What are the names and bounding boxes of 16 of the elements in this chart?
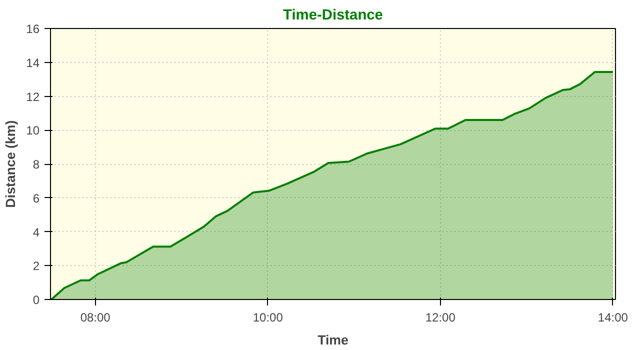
chart-title: Time-Distance [283, 8, 383, 24]
y-tick-label: 2 [32, 259, 40, 274]
y-tick-label: 6 [32, 191, 40, 206]
x-axis-title: Time [318, 332, 348, 348]
x-tick-label: 14:00 [598, 310, 628, 324]
x-tick-label: 12:00 [425, 310, 456, 324]
x-tick-label: 10:00 [252, 310, 284, 324]
y-axis-title: Distance (km) [3, 120, 18, 208]
y-tick-label: 8 [32, 158, 40, 172]
y-tick-label: 10 [26, 124, 40, 138]
x-tick-label: 08:00 [80, 310, 111, 324]
y-tick-label: 4 [32, 225, 40, 240]
y-tick-label: 14 [26, 56, 40, 70]
y-tick-label: 0 [32, 293, 40, 307]
y-tick-label: 16 [26, 22, 40, 36]
y-tick-label: 12 [26, 90, 40, 104]
